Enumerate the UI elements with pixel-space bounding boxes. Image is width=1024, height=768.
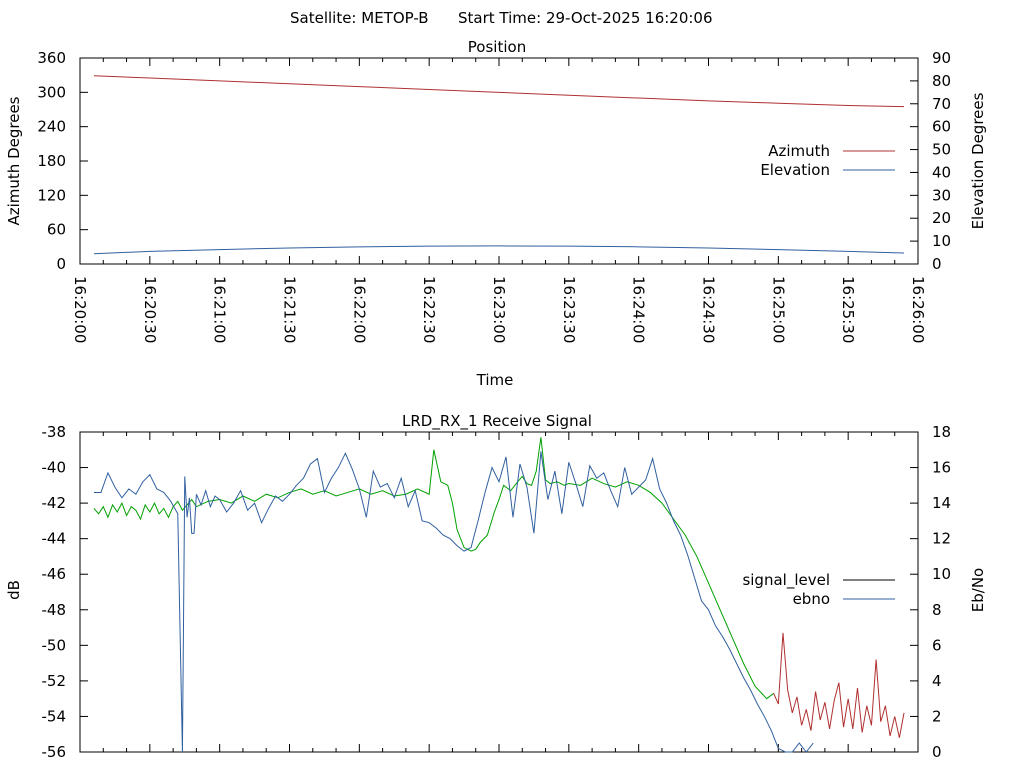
y-tick-label: 60 xyxy=(47,221,66,239)
y-tick-label: -48 xyxy=(42,601,67,619)
legend-label-azimuth: Azimuth xyxy=(768,142,830,160)
x-tick-label: 16:24:30 xyxy=(700,276,718,343)
x-tick-label: 16:20:30 xyxy=(141,276,159,343)
position-y2-ticks: 0 10 20 30 40 50 60 70 80 90 xyxy=(910,49,951,273)
signal-level-line-tail xyxy=(773,632,905,738)
x-tick-label: 16:23:00 xyxy=(490,276,508,343)
signal-y2-ticks: 0 2 4 6 8 10 12 14 16 18 xyxy=(910,423,951,761)
legend-label-ebno: ebno xyxy=(793,590,830,608)
y-tick-label: 120 xyxy=(37,186,66,204)
y-tick-label: -38 xyxy=(42,423,67,441)
y2-tick-label: 6 xyxy=(932,636,942,654)
position-y-ticks: 0 60 120 180 240 300 360 xyxy=(37,49,88,273)
signal-level-line xyxy=(93,437,774,700)
y-tick-label: -54 xyxy=(42,707,67,725)
position-chart: Position 16:20:00 16:20:30 16:21:00 16:21:3… xyxy=(5,38,987,389)
y-tick-label: -46 xyxy=(42,565,67,583)
x-tick-label: 16:20:00 xyxy=(71,276,89,343)
signal-legend: signal_level ebno xyxy=(742,571,895,608)
y-tick-label: -56 xyxy=(42,743,67,761)
y2-tick-label: 0 xyxy=(932,255,942,273)
x-tick-label: 16:21:00 xyxy=(211,276,229,343)
x-tick-label: 16:22:00 xyxy=(350,276,368,343)
ebno-line xyxy=(93,451,814,753)
y-tick-label: 300 xyxy=(37,83,66,101)
y2-tick-label: 30 xyxy=(932,186,951,204)
y-tick-label: 180 xyxy=(37,152,66,170)
position-x-ticks: 16:20:00 16:20:30 16:21:00 16:21:30 16:22:00… xyxy=(71,58,927,343)
x-tick-label: 16:21:30 xyxy=(281,276,299,343)
signal-y2-axis-label: Eb/No xyxy=(969,568,987,612)
y-tick-label: 360 xyxy=(37,49,66,67)
position-series xyxy=(93,75,905,255)
signal-chart: LRD_RX_1 Receive Signal -38-40-42-44-46-… xyxy=(5,412,987,761)
signal-y-ticks: -38 -40 -42 -44 -46 -48 -50 -52 -54 -56 xyxy=(42,423,88,761)
y2-tick-label: 12 xyxy=(932,530,951,548)
x-tick-label: 16:23:30 xyxy=(560,276,578,343)
y2-tick-label: 16 xyxy=(932,459,951,477)
y2-tick-label: 14 xyxy=(932,494,951,512)
y2-tick-label: 90 xyxy=(932,49,951,67)
signal-series xyxy=(93,437,905,753)
azimuth-line xyxy=(93,75,905,108)
y2-tick-label: 4 xyxy=(932,672,942,690)
y2-tick-label: 10 xyxy=(932,232,951,250)
y-tick-label: -50 xyxy=(42,636,67,654)
legend-label-elevation: Elevation xyxy=(760,161,830,179)
elevation-line xyxy=(93,245,905,255)
x-tick-label: 16:22:30 xyxy=(420,276,438,343)
signal-chart-title: LRD_RX_1 Receive Signal xyxy=(402,412,592,431)
signal-y-axis-label: dB xyxy=(5,580,23,600)
signal-x-ticks xyxy=(79,432,919,752)
position-y-axis-label: Azimuth Degrees xyxy=(5,96,23,225)
y2-tick-label: 10 xyxy=(932,565,951,583)
y2-tick-label: 20 xyxy=(932,209,951,227)
legend-label-signal-level: signal_level xyxy=(742,571,830,590)
y2-tick-label: 40 xyxy=(932,163,951,181)
y-tick-label: 240 xyxy=(37,118,66,136)
y-tick-label: 0 xyxy=(56,255,66,273)
x-tick-label: 16:25:00 xyxy=(769,276,787,343)
x-tick-label: 16:25:30 xyxy=(839,276,857,343)
position-y2-axis-label: Elevation Degrees xyxy=(969,92,987,229)
y2-tick-label: 2 xyxy=(932,707,942,725)
header-start-time: Start Time: 29-Oct-2025 16:20:06 xyxy=(458,9,713,27)
header-satellite: Satellite: METOP-B xyxy=(290,9,429,27)
y-tick-label: -44 xyxy=(42,530,67,548)
position-chart-title: Position xyxy=(468,38,526,56)
y2-tick-label: 60 xyxy=(932,118,951,136)
y2-tick-label: 70 xyxy=(932,95,951,113)
position-legend: Azimuth Elevation xyxy=(760,142,895,179)
x-tick-label: 16:24:00 xyxy=(630,276,648,343)
y2-tick-label: 50 xyxy=(932,141,951,159)
y2-tick-label: 80 xyxy=(932,72,951,90)
y-tick-label: -40 xyxy=(42,459,67,477)
y-tick-label: -52 xyxy=(42,672,67,690)
x-tick-label: 16:26:00 xyxy=(909,276,927,343)
y2-tick-label: 8 xyxy=(932,601,942,619)
position-x-axis-label: Time xyxy=(476,371,514,389)
y-tick-label: -42 xyxy=(42,494,67,512)
y2-tick-label: 0 xyxy=(932,743,942,761)
y2-tick-label: 18 xyxy=(932,423,951,441)
